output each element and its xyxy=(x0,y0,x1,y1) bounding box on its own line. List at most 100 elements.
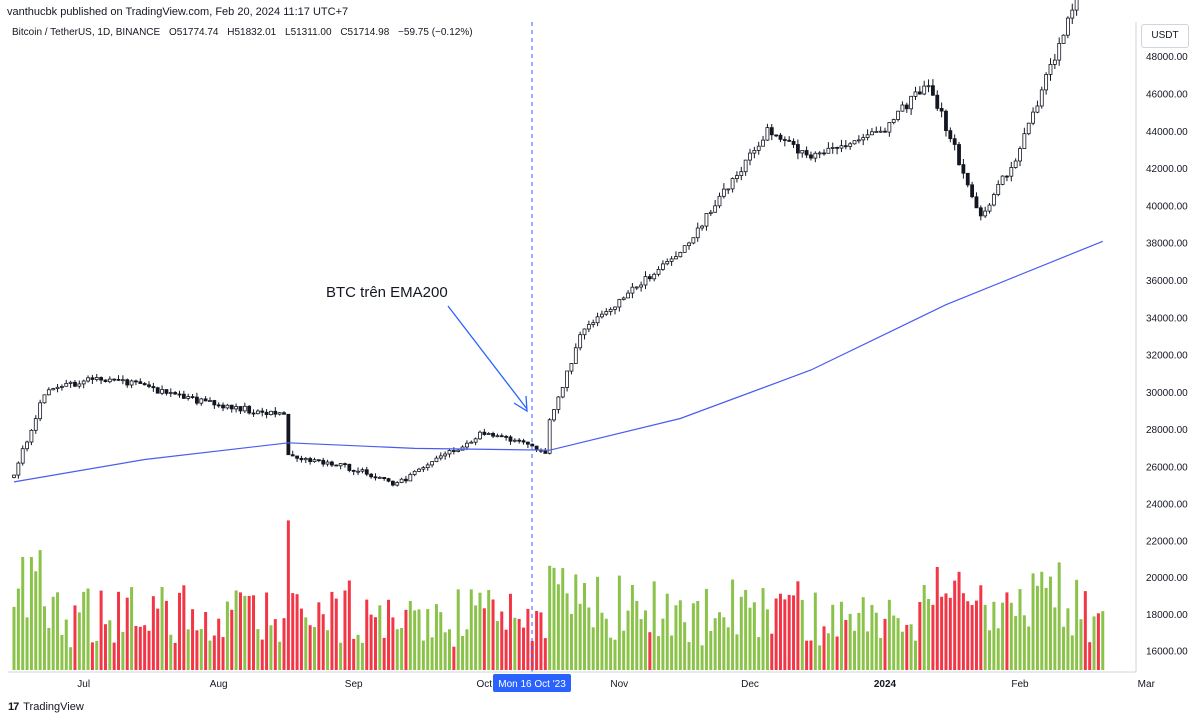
candle xyxy=(708,209,713,216)
candle xyxy=(917,86,922,95)
volume-bar xyxy=(944,593,948,670)
volume-bar xyxy=(387,599,391,670)
volume-bar xyxy=(469,589,473,670)
volume-bar xyxy=(421,640,425,670)
candle xyxy=(961,159,966,179)
publish-info: vanthucbk published on TradingView.com, … xyxy=(7,6,349,18)
candle xyxy=(874,126,879,133)
candle xyxy=(425,462,430,471)
candle xyxy=(1057,37,1062,66)
volume-bar xyxy=(596,576,600,670)
candle xyxy=(430,461,434,468)
volume-bar xyxy=(974,600,978,670)
volume-bar xyxy=(12,606,16,670)
candle xyxy=(926,79,931,93)
candle xyxy=(608,307,613,316)
candle xyxy=(856,135,861,144)
candle xyxy=(491,431,495,439)
volume-bar xyxy=(713,618,717,670)
candle xyxy=(904,102,909,113)
candle xyxy=(129,379,134,389)
candle xyxy=(991,192,996,207)
close-value: 51714.98 xyxy=(347,27,390,38)
volume-bar xyxy=(321,614,325,670)
volume-axis-tick-label: 18000.00 xyxy=(1146,610,1188,621)
volume-bar xyxy=(313,627,316,670)
volume-bar xyxy=(1092,616,1096,670)
candle xyxy=(957,141,961,166)
candle xyxy=(64,379,69,387)
candle xyxy=(1005,175,1009,182)
candle xyxy=(665,258,670,266)
volume-bar xyxy=(282,618,286,670)
candle xyxy=(944,109,948,137)
y-tick-label: 38000.00 xyxy=(1146,239,1188,250)
y-tick-label: 46000.00 xyxy=(1146,90,1188,101)
candle xyxy=(147,381,151,389)
volume-bar xyxy=(931,604,935,670)
volume-bar xyxy=(339,642,343,670)
candle xyxy=(639,281,644,292)
volume-bar xyxy=(212,635,216,670)
volume-bar xyxy=(835,636,839,670)
candle xyxy=(390,480,395,487)
volume-bar xyxy=(299,608,303,670)
candle xyxy=(931,79,935,96)
candle xyxy=(595,312,600,327)
candle xyxy=(512,438,517,443)
candle xyxy=(1018,146,1022,167)
volume-bar xyxy=(243,595,247,670)
candle xyxy=(726,188,731,194)
volume-bar xyxy=(748,607,752,670)
candle xyxy=(247,405,252,415)
volume-bar xyxy=(34,571,38,670)
volume-bar xyxy=(1009,602,1013,670)
volume-bar xyxy=(461,636,465,670)
candle xyxy=(286,413,291,456)
volume-bar xyxy=(373,617,377,670)
x-tick-label: Feb xyxy=(1011,679,1029,690)
candle xyxy=(891,118,896,125)
volume-axis-tick-label: 16000.00 xyxy=(1146,647,1188,658)
legend-ohlc: Bitcoin / TetherUS, 1D, BINANCE O51774.7… xyxy=(12,27,479,38)
volume-bar xyxy=(112,642,116,670)
volume-bar xyxy=(953,580,957,670)
volume-bar xyxy=(761,588,765,670)
volume-bar xyxy=(1088,642,1092,670)
x-tick-label: Dec xyxy=(741,679,759,690)
volume-bar xyxy=(265,592,269,670)
plot-background xyxy=(8,22,1136,672)
candle xyxy=(330,460,334,467)
candle xyxy=(155,386,160,394)
volume-bar xyxy=(718,612,722,670)
candle xyxy=(978,205,983,221)
volume-bar xyxy=(879,638,883,670)
candle xyxy=(730,177,735,193)
volume-bar xyxy=(861,597,865,670)
candle xyxy=(839,139,844,153)
volume-bar xyxy=(1040,571,1044,670)
volume-bar xyxy=(326,630,330,670)
footer-brand[interactable]: 17 TradingView xyxy=(8,701,84,713)
volume-axis-tick-label: 22000.00 xyxy=(1146,536,1188,547)
axes[interactable]: 26000.00 28000.00 30000.00 32000.00 34000.00… xyxy=(8,22,1188,690)
volume-bar xyxy=(1018,589,1022,670)
currency-selector[interactable]: USDT xyxy=(1141,24,1189,48)
volume-bar xyxy=(252,595,256,670)
volume-bar xyxy=(1096,613,1100,670)
candle xyxy=(547,418,552,455)
volume-bar xyxy=(404,609,408,670)
candle xyxy=(739,166,744,181)
candle xyxy=(656,266,661,277)
volume-bar xyxy=(60,635,64,670)
candle xyxy=(251,409,256,417)
volume-bar xyxy=(735,634,739,670)
y-tick-label: 34000.00 xyxy=(1146,313,1188,324)
volume-bar xyxy=(156,608,160,670)
candle xyxy=(870,127,874,136)
volume-bar xyxy=(535,611,539,670)
volume-bar xyxy=(844,620,848,670)
volume-bar xyxy=(1062,626,1066,670)
volume-bar xyxy=(273,619,277,670)
